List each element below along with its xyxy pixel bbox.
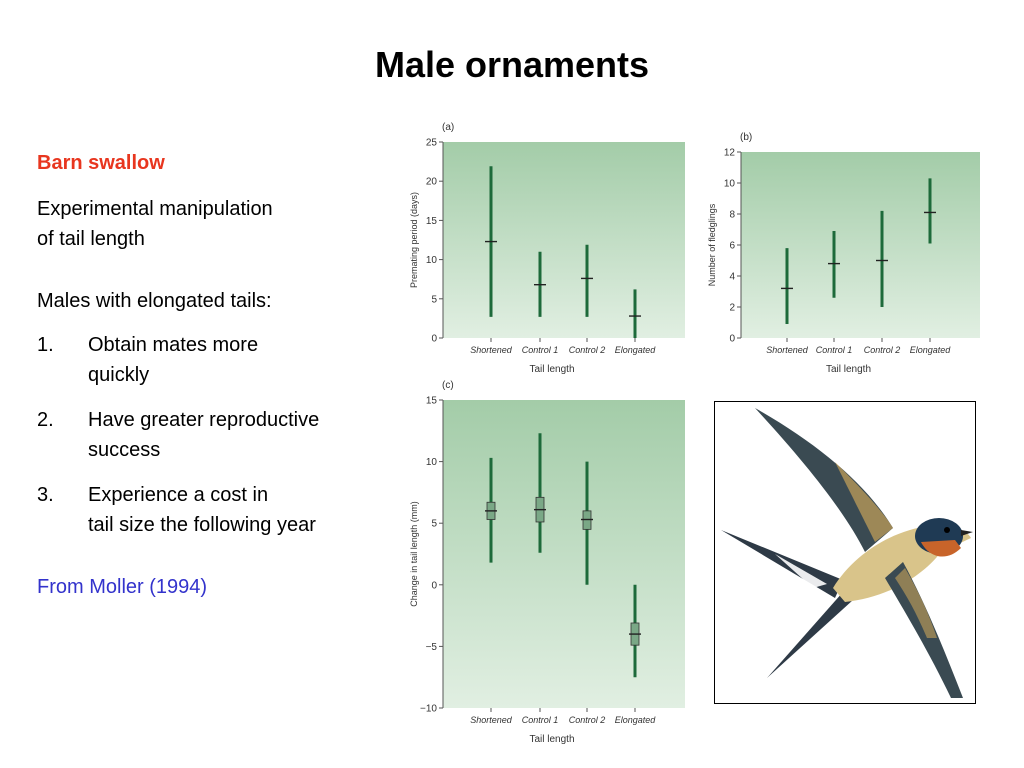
subtitle: Barn swallow: [37, 152, 165, 174]
chart-b-y-tick-label: 6: [729, 241, 735, 252]
citation: From Moller (1994): [37, 576, 208, 598]
chart-a-x-axis-label: Tail length: [529, 364, 574, 375]
chart-a-y-axis-label: Premating period (days): [409, 192, 419, 288]
chart-a: 0 5 10 15 20 25 (a) Premating period (days) Shor…: [409, 122, 685, 375]
tail-white-spot: [775, 554, 827, 588]
chart-b-y-tick-label: 10: [724, 179, 736, 190]
chart-b-y-tick-label: 2: [729, 303, 735, 314]
lower-wing-highlight: [895, 568, 937, 638]
bird-throat: [921, 540, 961, 557]
chart-c-category-label: Control 1: [522, 715, 559, 725]
chart-b-y-tick-label: 8: [729, 210, 735, 221]
barn-swallow-illustration: [714, 401, 976, 704]
chart-b-y-tick-label: 4: [729, 272, 735, 283]
chart-b-category-label: Shortened: [766, 345, 809, 355]
chart-c-category-label: Shortened: [470, 715, 513, 725]
chart-c-y-tick-label: 10: [426, 457, 438, 468]
chart-a-y-tick-label: 15: [426, 216, 438, 227]
chart-c-category-label: Control 2: [569, 715, 606, 725]
tail-streamer-lower: [767, 592, 853, 678]
chart-c-category-label: Elongated: [615, 715, 657, 725]
item-1-line-1: Obtain mates more: [88, 334, 259, 356]
item-2-line-2: success: [88, 439, 161, 461]
chart-a-category-label: Control 2: [569, 345, 606, 355]
chart-b: 0 2 4 6 8 10 12 (b) Number of fledglings Shortene…: [707, 132, 980, 375]
chart-c-y-tick-label: 5: [431, 519, 437, 530]
chart-a-y-tick-label: 25: [426, 138, 438, 149]
slide-title: Male ornaments: [374, 44, 650, 85]
chart-c-y-tick-label: 0: [431, 580, 437, 591]
chart-a-y-tick-label: 0: [431, 334, 437, 345]
lead-text: Males with elongated tails:: [37, 290, 272, 312]
chart-c-plot-area: [443, 400, 685, 708]
chart-a-y-tick-label: 10: [426, 255, 438, 266]
chart-a-category-label: Elongated: [615, 345, 657, 355]
item-2-number: 2.: [37, 409, 54, 431]
chart-c-y-tick-label: −10: [420, 704, 437, 715]
item-3-number: 3.: [37, 484, 54, 506]
chart-b-category-label: Control 1: [816, 345, 853, 355]
item-1-number: 1.: [37, 334, 54, 356]
chart-a-y-tick-label: 5: [431, 294, 437, 305]
item-1-line-2: quickly: [88, 364, 150, 386]
chart-b-plot-area: [741, 152, 980, 338]
chart-a-plot-area: [443, 142, 685, 338]
chart-c: −10 −5 0 5 10 15 (c) Change in tail length (mm)…: [409, 380, 685, 745]
chart-c-y-axis-label: Change in tail length (mm): [409, 501, 419, 607]
tail-streamer-upper: [721, 530, 843, 598]
chart-b-panel-label: (b): [740, 132, 752, 143]
intro-line-2: of tail length: [37, 228, 145, 250]
item-3-line-1: Experience a cost in: [88, 484, 269, 506]
chart-b-y-tick-label: 0: [729, 334, 735, 345]
chart-b-y-axis-label: Number of fledglings: [707, 203, 717, 286]
chart-c-y-tick-label: 15: [426, 396, 438, 407]
chart-a-panel-label: (a): [442, 122, 454, 133]
chart-b-category-label: Elongated: [910, 345, 952, 355]
chart-b-y-tick-label: 12: [724, 148, 736, 159]
chart-c-x-axis-label: Tail length: [529, 734, 574, 745]
chart-b-x-axis-label: Tail length: [826, 364, 871, 375]
upper-wing-highlight: [835, 462, 893, 542]
item-2-line-1: Have greater reproductive: [88, 409, 320, 431]
chart-a-category-label: Control 1: [522, 345, 559, 355]
item-3-line-2: tail size the following year: [88, 514, 316, 536]
chart-a-category-label: Shortened: [470, 345, 513, 355]
intro-line-1: Experimental manipulation: [37, 198, 273, 220]
chart-c-panel-label: (c): [442, 380, 454, 391]
chart-b-category-label: Control 2: [864, 345, 901, 355]
bird-beak: [961, 530, 973, 536]
chart-c-y-tick-label: −5: [426, 642, 438, 653]
upper-wing: [755, 408, 893, 552]
chart-a-y-tick-label: 20: [426, 177, 438, 188]
bird-eye: [944, 527, 950, 533]
